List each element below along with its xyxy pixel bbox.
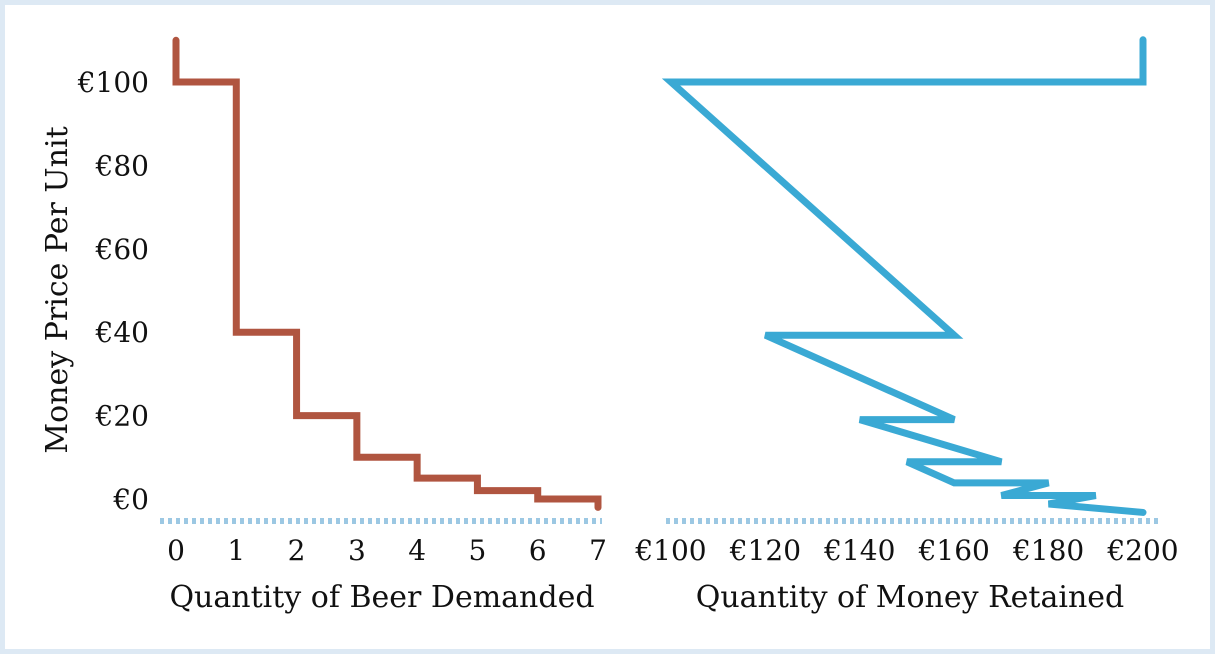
beer-demand-chart: 0 1 2 3 4 5 6 7 €0 €20 €40 €60 €80 €100 bbox=[77, 36, 607, 567]
left-x-axis-title: Quantity of Beer Demanded bbox=[169, 580, 594, 615]
y-tick-label: €80 bbox=[95, 149, 149, 182]
left-x-tick-label: 4 bbox=[408, 534, 426, 567]
y-tick-label: €0 bbox=[112, 483, 149, 516]
beer-demand-series-line bbox=[172, 36, 602, 511]
right-x-tick-label: €140 bbox=[823, 534, 895, 567]
left-x-tick-label: 0 bbox=[167, 534, 185, 567]
right-x-tick-label: €120 bbox=[729, 534, 801, 567]
money-retained-chart: €100 €120 €140 €160 €180 €200 bbox=[634, 36, 1179, 567]
left-x-tick-label: 7 bbox=[589, 534, 607, 567]
right-x-tick-label: €200 bbox=[1106, 534, 1178, 567]
y-tick-label: €100 bbox=[77, 66, 149, 99]
y-tick-label: €40 bbox=[95, 316, 149, 349]
money-retained-series-line bbox=[661, 36, 1147, 516]
right-x-axis-title: Quantity of Money Retained bbox=[696, 580, 1125, 615]
y-axis-title: Money Price Per Unit bbox=[40, 126, 75, 453]
left-x-tick-label: 1 bbox=[227, 534, 245, 567]
y-tick-label: €20 bbox=[95, 400, 149, 433]
left-x-tick-label: 3 bbox=[348, 534, 366, 567]
right-x-tick-label: €160 bbox=[918, 534, 990, 567]
right-x-tick-label: €100 bbox=[634, 534, 706, 567]
y-tick-label: €60 bbox=[95, 233, 149, 266]
left-x-tick-label: 6 bbox=[529, 534, 547, 567]
left-x-tick-label: 5 bbox=[469, 534, 487, 567]
right-x-tick-label: €180 bbox=[1012, 534, 1084, 567]
left-x-tick-label: 2 bbox=[288, 534, 306, 567]
